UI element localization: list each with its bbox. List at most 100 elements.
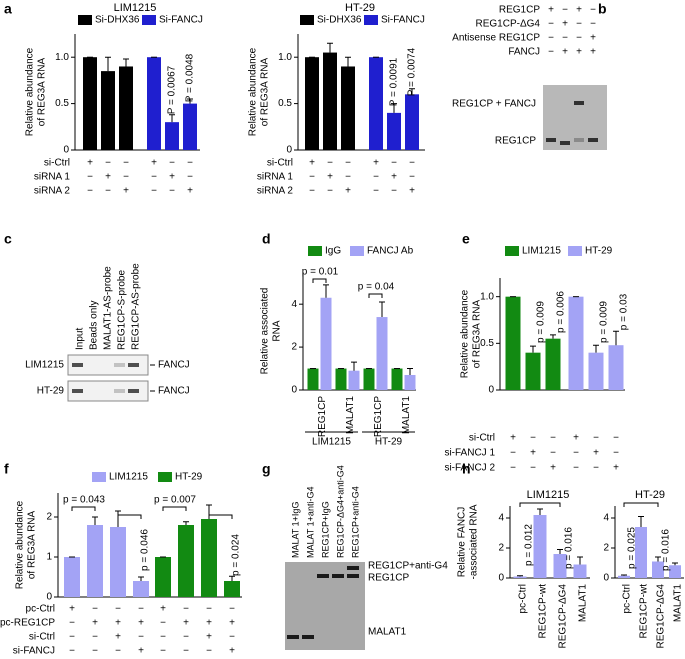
table-mark: +: [183, 618, 189, 629]
error-bar: [655, 556, 661, 562]
error-bar: [327, 42, 333, 53]
bar: [119, 66, 133, 150]
gel-band: [287, 635, 299, 639]
table-mark: −: [87, 172, 93, 183]
error-bar: [351, 361, 357, 371]
table-mark: +: [613, 463, 619, 474]
bracket: [368, 293, 383, 298]
table-mark: +: [229, 618, 235, 629]
error-bar: [379, 301, 385, 318]
error-bar: [557, 549, 563, 554]
table-mark: +: [327, 172, 333, 183]
y-tick-label: 2: [291, 342, 297, 353]
error-bar: [105, 56, 111, 72]
table-mark: +: [309, 158, 315, 169]
error-bar: [517, 575, 523, 577]
lane-label: Beads only: [89, 301, 100, 350]
table-mark: −: [138, 632, 144, 643]
gel-band: [317, 574, 329, 578]
condition-mark: −: [562, 33, 568, 44]
condition-mark: −: [590, 5, 596, 16]
category-label: MALAT1: [401, 396, 412, 435]
table-row-label: siRNA 2: [34, 186, 71, 197]
legend-label: Si-DHX36: [317, 15, 362, 26]
condition-mark: −: [576, 33, 582, 44]
bar: [505, 296, 521, 390]
gel-band: [128, 389, 139, 393]
bar: [635, 527, 647, 578]
bar: [335, 368, 347, 390]
bar: [525, 352, 541, 390]
table-mark: +: [229, 646, 235, 657]
chart-title: HT-29: [635, 489, 665, 501]
category-label: REG1CP-wt: [639, 584, 650, 639]
band-label: MALAT1: [368, 627, 407, 638]
condition-label: Antisense REG1CP: [452, 33, 540, 44]
condition-mark: +: [562, 19, 568, 30]
band-label: REG1CP+anti-G4: [368, 561, 448, 572]
table-mark: −: [105, 186, 111, 197]
error-bar: [92, 516, 98, 525]
table-mark: −: [391, 158, 397, 169]
table-mark: +: [138, 618, 144, 629]
legend-swatch: [350, 246, 364, 256]
error-bar: [138, 576, 144, 581]
y-tick-label: 0.5: [278, 98, 292, 109]
table-row-label: si-Ctrl: [29, 632, 55, 643]
table-mark: −: [510, 448, 516, 459]
bar: [652, 561, 664, 578]
error-bar: [391, 103, 397, 113]
bar: [201, 519, 217, 597]
p-value: p = 0.006: [556, 291, 567, 333]
table-mark: −: [573, 463, 579, 474]
legend-swatch: [568, 246, 582, 256]
p-value: p = 0.03: [619, 293, 630, 330]
table-mark: +: [510, 433, 516, 444]
table-mark: −: [593, 463, 599, 474]
lane-label: REG1CP+anti-G4: [350, 486, 360, 558]
table-mark: −: [160, 646, 166, 657]
error-bar: [638, 516, 644, 527]
condition-mark: −: [562, 5, 568, 16]
table-mark: −: [115, 604, 121, 615]
table-mark: −: [573, 448, 579, 459]
bar: [608, 345, 624, 390]
error-bar: [409, 88, 415, 95]
table-mark: +: [169, 172, 175, 183]
gel-strip: [67, 380, 149, 402]
bar: [669, 565, 681, 578]
band-label: REG1CP: [368, 573, 409, 584]
bar: [341, 66, 355, 150]
table-mark: +: [206, 618, 212, 629]
gel-band: [302, 635, 314, 639]
table-mark: +: [206, 632, 212, 643]
legend-label: HT-29: [585, 246, 613, 257]
table-mark: −: [550, 448, 556, 459]
y-tick-label: 2: [46, 512, 52, 523]
lane-label: MALAT1-AS-probe: [103, 266, 114, 350]
table-mark: −: [229, 604, 235, 615]
gel-band: [72, 389, 83, 393]
category-label: MALAT1: [345, 396, 356, 435]
table-mark: −: [613, 433, 619, 444]
table-mark: +: [187, 186, 193, 197]
legend-swatch: [300, 15, 314, 25]
table-mark: −: [169, 186, 175, 197]
lane-label: Input: [75, 328, 86, 350]
table-mark: −: [169, 158, 175, 169]
bar: [369, 57, 383, 151]
table-mark: −: [160, 632, 166, 643]
bar: [87, 525, 103, 597]
bar: [320, 297, 332, 390]
y-tick-label: 0.5: [55, 98, 69, 109]
table-mark: −: [345, 158, 351, 169]
table-row-label: siRNA 1: [257, 172, 294, 183]
y-axis-label: -associated RNA: [469, 504, 480, 579]
p-value: p = 0.009: [536, 301, 547, 343]
lane-label: MALAT 1+anti-G4: [305, 487, 315, 558]
bar: [305, 57, 319, 151]
table-mark: −: [69, 618, 75, 629]
p-value: P = 0.0067: [167, 65, 178, 114]
bar: [553, 554, 567, 578]
